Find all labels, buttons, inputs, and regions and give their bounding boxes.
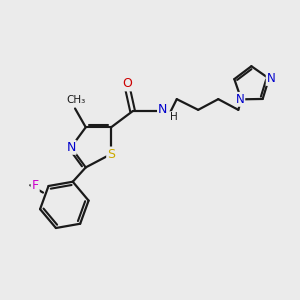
Text: CH₃: CH₃	[67, 95, 86, 105]
Text: H: H	[169, 112, 177, 122]
Text: N: N	[267, 72, 275, 85]
Text: N: N	[66, 141, 76, 154]
Text: N: N	[158, 103, 167, 116]
Text: F: F	[32, 179, 39, 192]
Text: O: O	[122, 77, 132, 90]
Text: N: N	[236, 93, 244, 106]
Text: S: S	[107, 148, 115, 160]
